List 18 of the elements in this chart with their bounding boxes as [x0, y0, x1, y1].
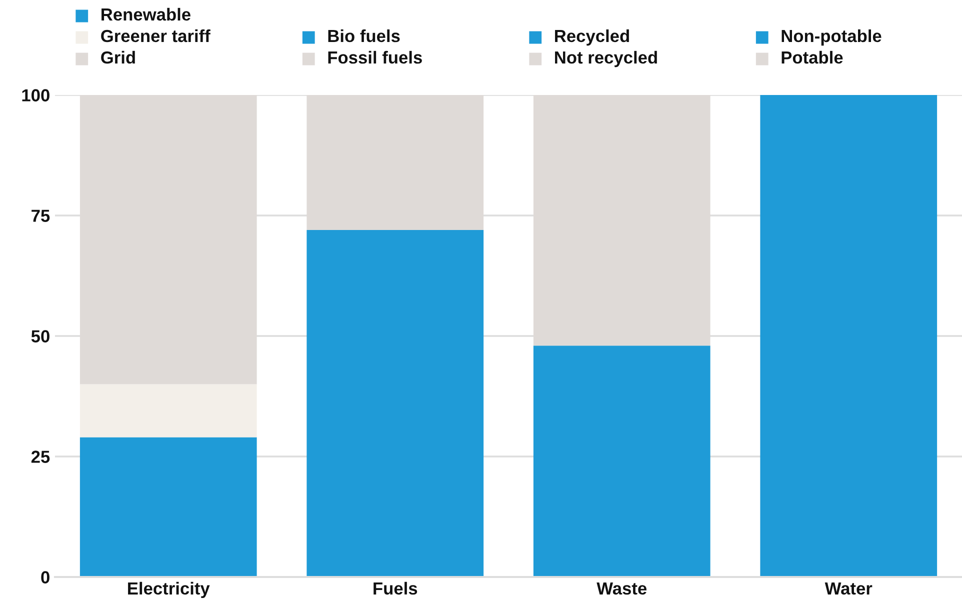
legend-label: Non-potable [782, 29, 882, 46]
y-tick-label: 50 [31, 330, 50, 342]
legend-label: Not recycled [555, 50, 657, 68]
legend-label: Recycled [555, 29, 629, 46]
legend-label: Renewable [102, 8, 190, 21]
y-tick-label: 100 [22, 89, 50, 102]
legend-label: Grid [101, 50, 135, 64]
y-tick-label: 75 [32, 210, 50, 222]
y-tick-label: 0 [41, 571, 50, 584]
x-tick-label: Water [824, 582, 872, 595]
y-tick-label: 25 [31, 450, 50, 463]
x-tick-label: Electricity [128, 582, 210, 598]
legend-label: Greener tariff [101, 29, 210, 42]
x-tick-label: Fuels [374, 582, 418, 595]
legend-label: Potable [782, 50, 843, 64]
x-tick-label: Waste [596, 582, 647, 595]
legend-label: Bio fuels [328, 29, 400, 42]
legend-label: Fossil fuels [328, 50, 422, 64]
